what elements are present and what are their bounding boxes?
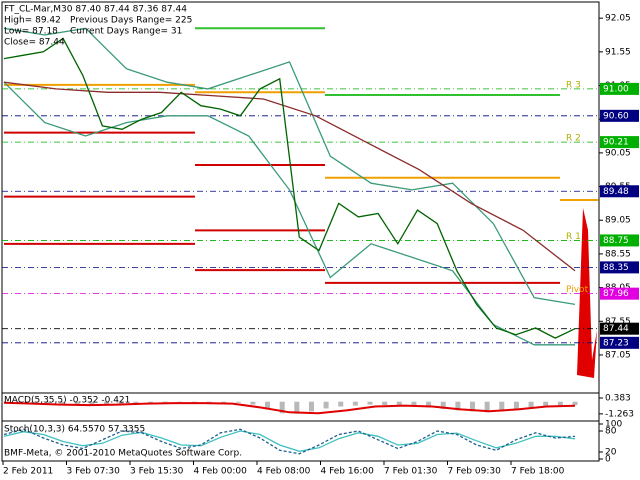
price-box — [600, 261, 639, 274]
y-tick-label: -1.263 — [605, 409, 634, 419]
macd-bar — [133, 401, 139, 404]
macd-title: MACD(5,35,5) -0.352 -0.421 — [4, 396, 130, 406]
macd-bar — [147, 401, 153, 404]
bb-lower-line — [3, 81, 575, 346]
level-label: R 3 — [566, 80, 581, 90]
price-box-label: 87.23 — [603, 338, 629, 348]
x-tick-label: 4 Feb 16:00 — [321, 467, 375, 477]
price-box-label: 87.44 — [603, 324, 629, 334]
macd-bar — [103, 401, 109, 406]
prev-range: Previous Days Range= 225 — [70, 16, 192, 26]
price-box — [600, 109, 639, 122]
cur-range: Current Days Range= 31 — [70, 27, 182, 37]
plot-area: 92.0591.5591.0590.5590.0589.5589.0588.55… — [1, 14, 639, 477]
arrow-shape — [577, 208, 597, 378]
macd-bar — [499, 401, 505, 412]
price-box-label: 87.96 — [603, 289, 629, 299]
price-box — [600, 185, 639, 198]
price-box-label: 90.60 — [603, 111, 629, 121]
level-label: R 2 — [566, 134, 581, 144]
price-box — [600, 82, 639, 95]
y-tick-label: 0.383 — [605, 394, 631, 404]
close-text: Close= 87.44 — [4, 38, 65, 48]
y-tick-label: 80 — [605, 427, 617, 437]
macd-bar — [89, 401, 95, 406]
macd-bar — [74, 401, 80, 406]
price-box — [600, 287, 639, 300]
level-label: R 1 — [566, 232, 581, 242]
price-box — [600, 136, 639, 149]
stoch-main — [3, 428, 576, 455]
macd-bar — [513, 401, 519, 410]
macd-bar — [367, 401, 373, 405]
macd-bar — [60, 401, 66, 405]
x-tick-label: 4 Feb 08:00 — [257, 467, 311, 477]
low-text: Low= 87.18 — [4, 27, 58, 37]
macd-bar — [294, 401, 300, 414]
level-label: Pivot — [566, 285, 589, 295]
y-tick-label: 92.05 — [605, 14, 631, 24]
x-tick-label: 4 Feb 00:00 — [194, 467, 248, 477]
y-tick-label: 0 — [605, 455, 611, 465]
macd-bar — [557, 401, 563, 406]
macd-bar — [352, 401, 358, 406]
macd-bar — [235, 401, 241, 403]
y-tick-label: 20 — [605, 448, 617, 458]
macd-bar — [572, 401, 578, 406]
close-line — [3, 37, 576, 339]
macd-bar — [118, 401, 124, 405]
price-box-label: 89.48 — [603, 187, 629, 197]
price-box — [600, 322, 639, 335]
y-tick-label: 88.55 — [605, 249, 631, 259]
macd-bar — [250, 401, 256, 405]
x-tick-label: 7 Feb 09:30 — [448, 467, 502, 477]
macd-bar — [484, 401, 490, 413]
y-tick-label: 100 — [605, 420, 622, 430]
stoch-signal — [3, 430, 576, 452]
stoch-title: Stoch(10,3,3) 64.5570 57.3355 — [4, 425, 145, 435]
y-tick-label: 87.55 — [605, 317, 631, 327]
macd-signal — [3, 401, 576, 415]
macd-bar — [382, 401, 388, 406]
macd-bar — [279, 401, 285, 414]
y-tick-label: 89.05 — [605, 216, 631, 226]
macd-bar — [323, 401, 329, 409]
price-box-label: 91.00 — [603, 84, 629, 94]
macd-bar — [440, 401, 446, 409]
macd-bar — [396, 401, 402, 407]
macd-bar — [308, 401, 314, 412]
macd-bar — [470, 401, 476, 412]
frame — [1, 1, 600, 462]
macd-bar — [528, 401, 534, 408]
macd-bar — [411, 401, 417, 407]
ma-line — [3, 81, 576, 272]
macd-bar — [426, 401, 432, 408]
bb-upper-line — [3, 27, 576, 306]
price-box — [600, 234, 639, 247]
macd-bar — [265, 401, 271, 410]
macd-bar — [30, 401, 36, 404]
price-box-label: 90.21 — [603, 138, 629, 148]
y-tick-label: 87.05 — [605, 350, 631, 360]
x-tick-label: 3 Feb 07:30 — [67, 467, 121, 477]
y-tick-label: 90.05 — [605, 148, 631, 158]
x-tick-label: 2 Feb 2011 — [3, 467, 53, 477]
copyright: BMF-Meta, © 2001-2010 MetaQuotes Softwar… — [4, 449, 242, 459]
macd-bar — [162, 401, 168, 403]
y-tick-label: 91.55 — [605, 47, 631, 57]
macd-bar — [338, 401, 344, 407]
x-tick-label: 7 Feb 18:00 — [511, 467, 565, 477]
macd-bar — [455, 401, 461, 411]
price-box-label: 88.75 — [603, 236, 629, 246]
macd-bar — [45, 401, 51, 404]
high-text: High= 89.42 — [4, 16, 61, 26]
x-tick-label: 3 Feb 15:30 — [130, 467, 184, 477]
macd-bar — [543, 401, 549, 407]
symbol-line: FT_CL-Mar,M30 87.40 87.44 87.36 87.44 — [4, 5, 187, 15]
x-tick-label: 7 Feb 01:30 — [384, 467, 438, 477]
price-box — [600, 336, 639, 349]
price-box-label: 88.35 — [603, 263, 629, 273]
